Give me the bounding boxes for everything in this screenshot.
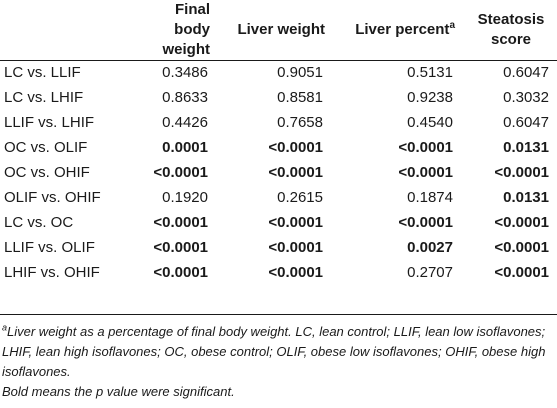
header-liver-weight: Liver weight — [237, 21, 325, 38]
p-value-cell: <0.0001 — [153, 239, 208, 256]
p-value-cell: 0.3032 — [503, 89, 549, 106]
p-value-cell: <0.0001 — [268, 264, 323, 281]
p-value-cell: <0.0001 — [494, 239, 549, 256]
p-value-cell: <0.0001 — [268, 239, 323, 256]
p-value-cell: 0.2707 — [407, 264, 453, 281]
p-value-cell: 0.8581 — [277, 89, 323, 106]
footnote-definitions: aLiver weight as a percentage of final b… — [2, 322, 555, 382]
p-value-cell: 0.5131 — [407, 64, 453, 82]
p-value-cell: <0.0001 — [494, 164, 549, 181]
comparison-label: LLIF vs. LHIF — [4, 114, 95, 131]
table-row: LLIF vs. LHIF 0.4426 0.7658 0.4540 0.6047 — [0, 111, 557, 136]
table-row: LHIF vs. OHIF <0.0001 <0.0001 0.2707 <0.0001 — [0, 261, 557, 286]
p-value-cell: 0.4540 — [407, 114, 453, 131]
p-value-cell: 0.0001 — [162, 139, 208, 156]
table-row: LC vs. LLIF 0.3486 0.9051 0.5131 0.6047 — [0, 61, 557, 86]
table-bottom-rule — [0, 314, 557, 315]
p-value-cell: 0.0131 — [503, 189, 549, 206]
p-value-cell: 0.9051 — [277, 64, 323, 82]
p-value-cell: 0.4426 — [162, 114, 208, 131]
p-value-cell: <0.0001 — [494, 214, 549, 231]
comparison-label: OC vs. OHIF — [4, 164, 90, 181]
comparison-label: LHIF vs. OHIF — [4, 264, 100, 281]
p-value-cell: 0.6047 — [503, 114, 549, 131]
p-value-cell: 0.2615 — [277, 189, 323, 206]
header-steatosis-score: Steatosis score — [465, 0, 557, 61]
comparison-label: LC vs. OC — [4, 214, 74, 231]
header-final-body-weight-line2: body weight — [162, 21, 211, 58]
p-value-cell: <0.0001 — [153, 264, 208, 281]
p-value-cell: <0.0001 — [398, 139, 453, 156]
footnote-bold-note: Bold means the p value were significant. — [2, 384, 235, 399]
p-value-cell: 0.3486 — [162, 64, 208, 82]
header-liver-percent-sup: a — [449, 20, 455, 31]
p-value-cell: 0.9238 — [407, 89, 453, 106]
table-row: LC vs. LHIF 0.8633 0.8581 0.9238 0.3032 — [0, 86, 557, 111]
p-value-cell: 0.0027 — [407, 239, 453, 256]
p-value-cell: 0.1920 — [162, 189, 208, 206]
table-body: LC vs. LLIF 0.3486 0.9051 0.5131 0.6047 LC vs… — [0, 61, 557, 286]
header-steatosis-line2: score — [490, 31, 532, 48]
header-liver-percent: Liver percenta — [335, 0, 465, 61]
table-row: OLIF vs. OHIF 0.1920 0.2615 0.1874 0.0131 — [0, 186, 557, 211]
comparison-label: OLIF vs. OHIF — [4, 189, 101, 206]
comparison-label: LC vs. LLIF — [4, 64, 81, 82]
table-row: LC vs. OC <0.0001 <0.0001 <0.0001 <0.0001 — [0, 211, 557, 236]
table-footnote: aLiver weight as a percentage of final b… — [2, 322, 555, 402]
footnote-line1: Liver weight as a percentage of final bo… — [2, 324, 546, 379]
header-final-body-weight-line1: Final — [174, 1, 210, 18]
header-final-body-weight: Final body weight — [120, 0, 220, 61]
comparison-label: LLIF vs. OLIF — [4, 239, 95, 256]
p-value-cell: 0.6047 — [503, 64, 549, 82]
p-value-cell: <0.0001 — [268, 139, 323, 156]
p-value-cell: <0.0001 — [153, 164, 208, 181]
p-value-cell: <0.0001 — [494, 264, 549, 281]
p-value-cell: <0.0001 — [153, 214, 208, 231]
p-value-cell: <0.0001 — [398, 164, 453, 181]
p-value-cell: 0.0131 — [503, 139, 549, 156]
p-value-table: Final body weight Liver weight Liver per… — [0, 0, 557, 286]
table-row: OC vs. OHIF <0.0001 <0.0001 <0.0001 <0.0001 — [0, 161, 557, 186]
header-steatosis-line1: Steatosis — [477, 11, 545, 28]
table-row: LLIF vs. OLIF <0.0001 <0.0001 0.0027 <0.0001 — [0, 236, 557, 261]
p-value-cell: 0.7658 — [277, 114, 323, 131]
comparison-label: OC vs. OLIF — [4, 139, 88, 156]
p-value-cell: 0.8633 — [162, 89, 208, 106]
footnote-sup: a — [2, 322, 8, 333]
header-comparison — [0, 0, 120, 61]
comparison-label: LC vs. LHIF — [4, 89, 84, 106]
header-row: Final body weight Liver weight Liver per… — [0, 0, 557, 61]
header-liver-percent-text: Liver percent — [355, 21, 450, 38]
table-row: OC vs. OLIF 0.0001 <0.0001 <0.0001 0.0131 — [0, 136, 557, 161]
p-value-cell: 0.1874 — [407, 189, 453, 206]
p-value-cell: <0.0001 — [398, 214, 453, 231]
p-value-cell: <0.0001 — [268, 214, 323, 231]
p-value-cell: <0.0001 — [268, 164, 323, 181]
